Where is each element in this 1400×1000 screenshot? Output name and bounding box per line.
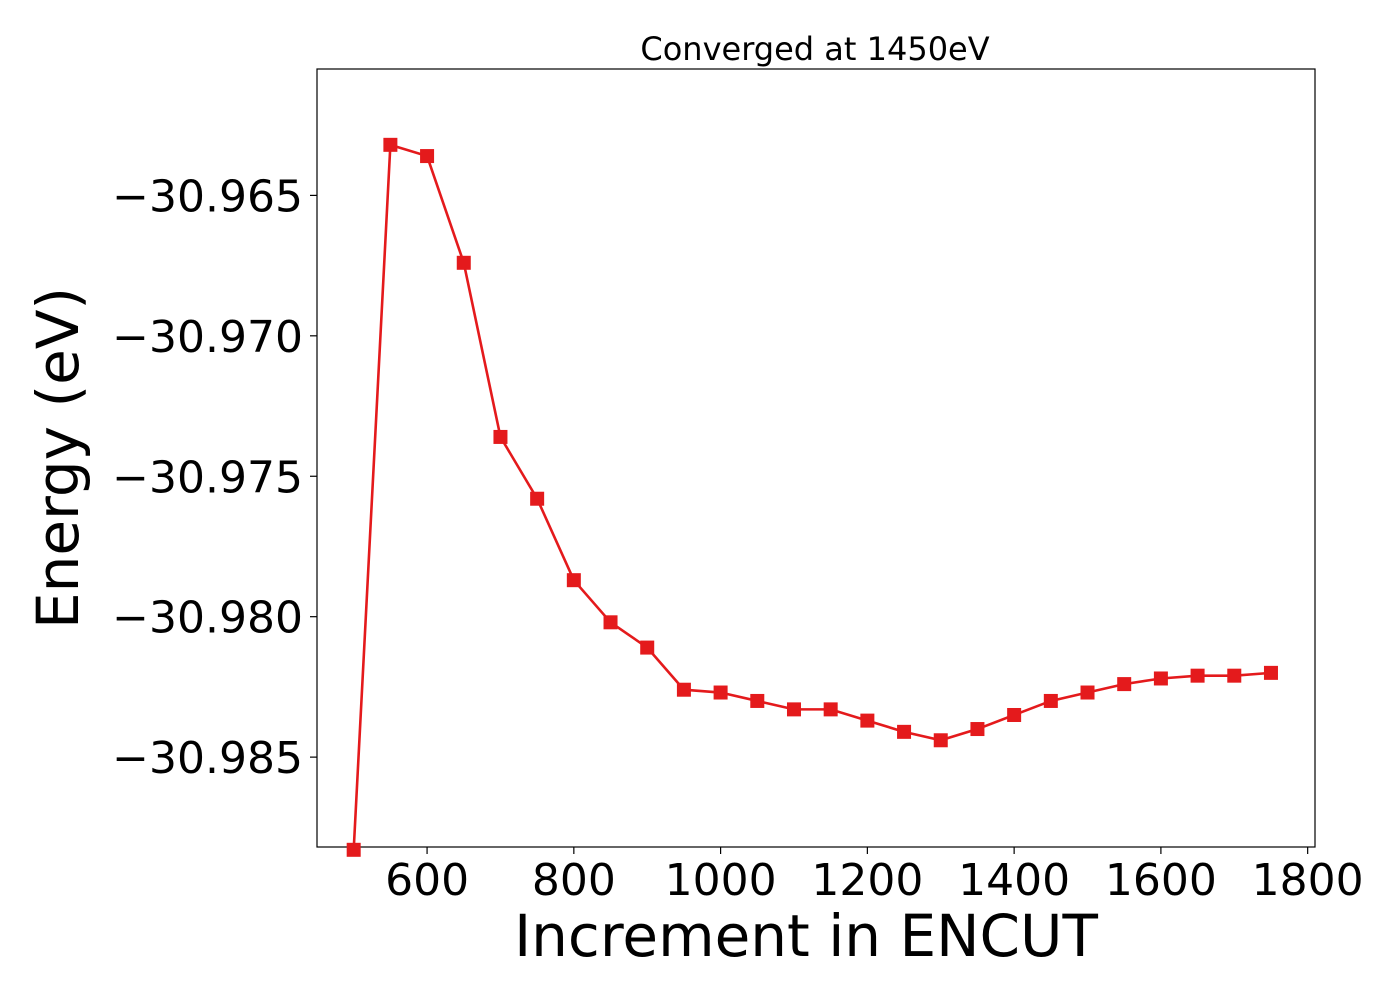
- data-point-marker: [493, 429, 508, 444]
- x-tick-label: 1800: [1252, 855, 1364, 906]
- x-axis: 600 800 1000 1200 1400 1600 1800: [385, 847, 1364, 906]
- series-line: [352, 143, 1272, 850]
- y-axis: −30.965 −30.970 −30.975 −30.980 −30.985: [112, 171, 317, 784]
- x-tick-label: 1400: [958, 855, 1070, 906]
- x-tick-label: 800: [532, 855, 616, 906]
- series-layer: [346, 137, 1278, 857]
- y-tick-label: −30.965: [112, 171, 303, 222]
- data-point-marker: [383, 137, 398, 152]
- data-point-marker: [1190, 668, 1205, 683]
- data-point-marker: [750, 693, 765, 708]
- y-tick-label: −30.980: [112, 593, 303, 644]
- data-point-marker: [456, 255, 471, 270]
- data-point-marker: [566, 573, 581, 588]
- data-point-marker: [530, 491, 545, 506]
- data-point-marker: [420, 149, 435, 164]
- chart-title: Converged at 1450eV: [640, 30, 989, 68]
- data-point-marker: [823, 702, 838, 717]
- data-point-marker: [1007, 707, 1022, 722]
- x-tick-label: 600: [385, 855, 469, 906]
- y-tick-label: −30.985: [112, 733, 303, 784]
- data-point-marker: [1263, 665, 1278, 680]
- data-point-marker: [933, 733, 948, 748]
- data-point-marker: [897, 724, 912, 739]
- data-point-marker: [1227, 668, 1242, 683]
- data-point-marker: [713, 685, 728, 700]
- data-point-marker: [786, 702, 801, 717]
- data-point-marker: [1117, 677, 1132, 692]
- x-tick-label: 1000: [665, 855, 777, 906]
- data-point-marker: [346, 842, 361, 857]
- data-point-marker: [860, 713, 875, 728]
- plot-area: [316, 68, 1316, 848]
- x-tick-label: 1600: [1105, 855, 1217, 906]
- data-point-marker: [640, 640, 655, 655]
- data-point-marker: [970, 722, 985, 737]
- x-axis-label: Increment in ENCUT: [514, 902, 1098, 970]
- data-point-marker: [1043, 693, 1058, 708]
- y-axis-label: Energy (eV): [24, 287, 92, 629]
- data-point-marker: [1153, 671, 1168, 686]
- data-point-marker: [603, 615, 618, 630]
- y-tick-label: −30.975: [112, 452, 303, 503]
- data-point-marker: [1080, 685, 1095, 700]
- x-tick-label: 1200: [811, 855, 923, 906]
- y-tick-label: −30.970: [112, 312, 303, 363]
- data-point-marker: [676, 682, 691, 697]
